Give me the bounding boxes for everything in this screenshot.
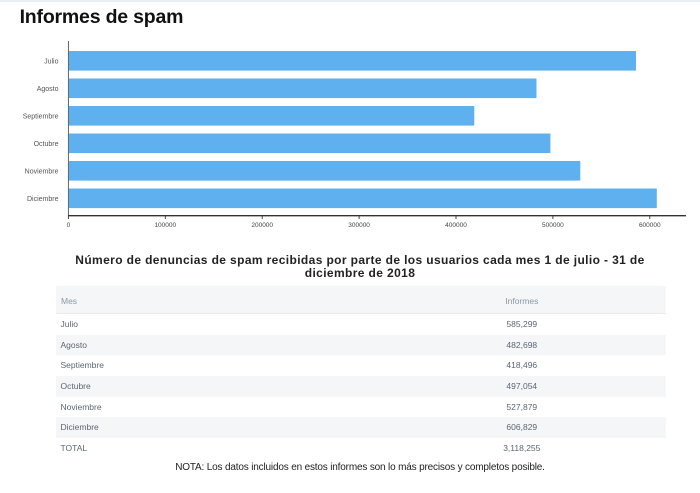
svg-text:Julio: Julio: [44, 58, 59, 65]
svg-text:Septiembre: Septiembre: [23, 113, 59, 120]
svg-text:Diciembre: Diciembre: [27, 196, 59, 203]
svg-text:300000: 300000: [348, 222, 370, 229]
svg-text:100000: 100000: [154, 222, 176, 229]
svg-text:Noviembre: Noviembre: [25, 168, 59, 175]
svg-text:400000: 400000: [445, 222, 467, 229]
svg-text:0: 0: [67, 222, 71, 229]
svg-text:500000: 500000: [542, 222, 564, 229]
svg-text:600000: 600000: [639, 222, 661, 229]
svg-text:200000: 200000: [251, 222, 273, 229]
svg-text:Agosto: Agosto: [37, 86, 59, 93]
svg-text:Octubre: Octubre: [34, 141, 59, 148]
